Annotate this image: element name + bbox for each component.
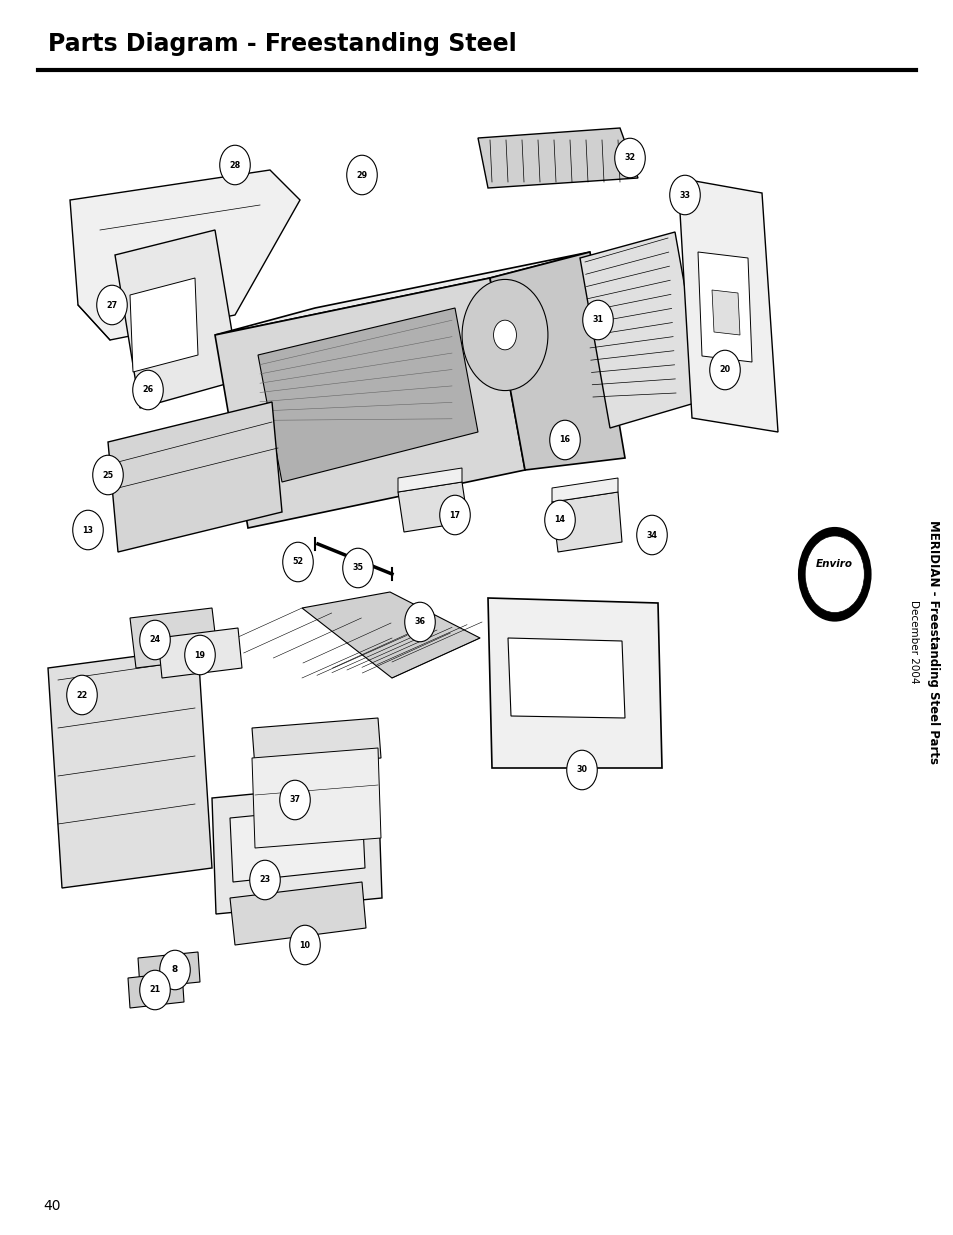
Text: 14: 14 xyxy=(554,515,565,525)
Polygon shape xyxy=(678,178,778,432)
Circle shape xyxy=(139,620,170,659)
Text: 21: 21 xyxy=(150,986,160,994)
Circle shape xyxy=(159,950,190,989)
Circle shape xyxy=(132,370,163,410)
Text: 36: 36 xyxy=(414,618,425,626)
Polygon shape xyxy=(507,638,624,718)
Polygon shape xyxy=(158,629,242,678)
Circle shape xyxy=(279,781,310,820)
Polygon shape xyxy=(552,492,621,552)
Circle shape xyxy=(139,971,170,1010)
Polygon shape xyxy=(230,882,366,945)
Text: 35: 35 xyxy=(352,563,363,573)
Polygon shape xyxy=(711,290,740,335)
Polygon shape xyxy=(488,598,661,768)
Circle shape xyxy=(282,542,313,582)
Polygon shape xyxy=(397,468,461,492)
Polygon shape xyxy=(130,278,198,372)
Polygon shape xyxy=(257,308,477,482)
Text: 17: 17 xyxy=(449,510,460,520)
Polygon shape xyxy=(490,252,624,471)
Polygon shape xyxy=(108,403,282,552)
Circle shape xyxy=(493,320,516,350)
Polygon shape xyxy=(212,782,381,914)
Circle shape xyxy=(669,175,700,215)
Text: 20: 20 xyxy=(719,366,730,374)
Text: 33: 33 xyxy=(679,190,690,200)
Circle shape xyxy=(342,548,373,588)
Text: Enviro: Enviro xyxy=(816,559,852,569)
Circle shape xyxy=(96,285,127,325)
Ellipse shape xyxy=(798,529,869,620)
Polygon shape xyxy=(397,482,468,532)
Circle shape xyxy=(250,861,280,900)
Circle shape xyxy=(544,500,575,540)
Text: 22: 22 xyxy=(76,690,88,699)
Polygon shape xyxy=(252,748,380,848)
Polygon shape xyxy=(230,805,365,882)
Circle shape xyxy=(219,146,250,185)
Polygon shape xyxy=(698,252,751,362)
Text: 16: 16 xyxy=(558,436,570,445)
Text: 27: 27 xyxy=(107,300,117,310)
Polygon shape xyxy=(115,230,240,408)
Circle shape xyxy=(614,138,644,178)
Circle shape xyxy=(582,300,613,340)
Text: 34: 34 xyxy=(646,531,657,540)
Text: MERIDIAN - Freestanding Steel Parts: MERIDIAN - Freestanding Steel Parts xyxy=(925,520,939,764)
Polygon shape xyxy=(579,232,704,429)
Circle shape xyxy=(461,279,547,390)
Text: 37: 37 xyxy=(289,795,300,804)
Text: 26: 26 xyxy=(142,385,153,394)
Polygon shape xyxy=(214,252,589,335)
Circle shape xyxy=(185,635,215,674)
Text: 30: 30 xyxy=(576,766,587,774)
Text: 8: 8 xyxy=(172,966,178,974)
Polygon shape xyxy=(130,608,218,668)
Polygon shape xyxy=(552,478,618,501)
Polygon shape xyxy=(252,718,380,768)
Polygon shape xyxy=(128,972,184,1008)
Circle shape xyxy=(439,495,470,535)
Circle shape xyxy=(709,351,740,390)
Text: Parts Diagram - Freestanding Steel: Parts Diagram - Freestanding Steel xyxy=(48,32,516,56)
Text: 40: 40 xyxy=(43,1199,60,1213)
Text: 28: 28 xyxy=(229,161,240,169)
Text: 24: 24 xyxy=(150,636,160,645)
Circle shape xyxy=(290,925,320,965)
Polygon shape xyxy=(477,128,638,188)
Text: 52: 52 xyxy=(293,557,303,567)
Circle shape xyxy=(549,420,579,459)
Text: 31: 31 xyxy=(592,315,603,325)
Text: 25: 25 xyxy=(102,471,113,479)
Text: 23: 23 xyxy=(259,876,271,884)
Polygon shape xyxy=(138,952,200,988)
Polygon shape xyxy=(214,278,524,529)
Circle shape xyxy=(67,676,97,715)
Polygon shape xyxy=(302,592,479,678)
Polygon shape xyxy=(48,648,212,888)
Circle shape xyxy=(566,750,597,789)
Text: 19: 19 xyxy=(194,651,205,659)
Circle shape xyxy=(72,510,103,550)
Circle shape xyxy=(92,456,123,495)
Polygon shape xyxy=(70,170,299,340)
Circle shape xyxy=(636,515,666,555)
Circle shape xyxy=(404,603,435,642)
Text: 29: 29 xyxy=(356,170,367,179)
Ellipse shape xyxy=(804,536,863,613)
Text: 10: 10 xyxy=(299,941,310,950)
Text: 13: 13 xyxy=(82,526,93,535)
Text: December 2004: December 2004 xyxy=(908,600,918,684)
Text: 32: 32 xyxy=(624,153,635,163)
Circle shape xyxy=(346,156,376,195)
